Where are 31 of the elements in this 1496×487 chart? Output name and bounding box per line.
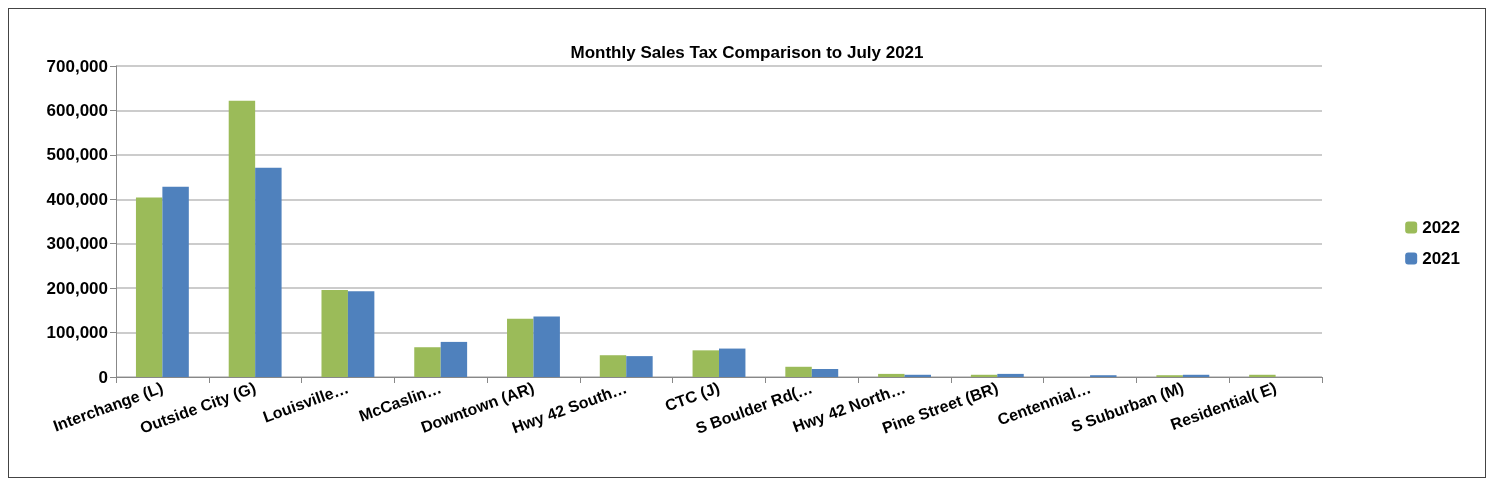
y-tick-label: 500,000 <box>46 145 108 165</box>
bar <box>1249 374 1276 377</box>
y-tick-label: 200,000 <box>46 278 108 298</box>
bar <box>414 347 441 377</box>
y-tick-label: 0 <box>98 367 108 387</box>
bar <box>692 350 719 377</box>
y-tick-label: 300,000 <box>46 234 108 254</box>
legend-label: 2022 <box>1422 218 1461 237</box>
bar <box>255 167 282 377</box>
chart-title: Monthly Sales Tax Comparison to July 2021 <box>570 43 924 62</box>
bar <box>719 348 746 377</box>
bar <box>135 197 163 377</box>
bar <box>440 341 468 377</box>
bar <box>997 373 1024 377</box>
legend-label: 2021 <box>1422 249 1461 268</box>
bar <box>533 316 560 377</box>
x-tick-label: CTC (J) <box>662 379 722 415</box>
bar <box>626 356 653 377</box>
y-tick-label: 600,000 <box>46 100 108 120</box>
bar <box>162 186 189 377</box>
y-tick-label: 100,000 <box>46 323 108 343</box>
bar <box>507 318 534 377</box>
bar <box>878 373 905 377</box>
y-tick-label: 400,000 <box>46 189 108 209</box>
bar <box>347 291 375 377</box>
bar <box>228 100 256 377</box>
bar <box>785 366 812 377</box>
bar <box>321 289 348 377</box>
y-tick-label: 700,000 <box>46 56 108 76</box>
bar <box>599 355 627 377</box>
bar <box>811 369 839 377</box>
